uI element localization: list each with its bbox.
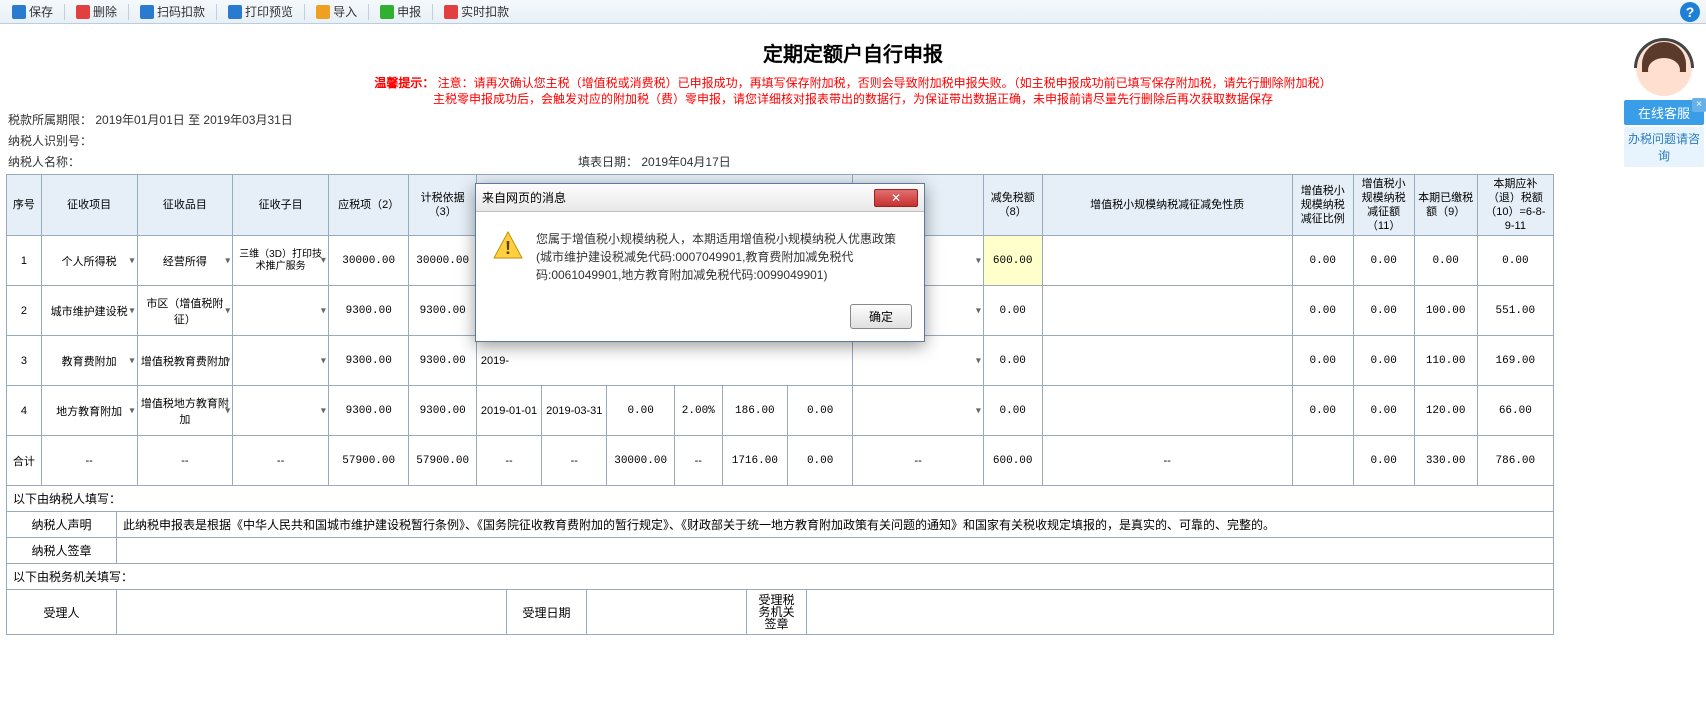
- scan-pay-button[interactable]: 扫码扣款: [134, 1, 211, 22]
- pin-select[interactable]: 增值税地方教育附加: [137, 386, 233, 436]
- period-value: 2019年01月01日 至 2019年03月31日: [95, 113, 292, 127]
- qr-icon: [140, 5, 154, 19]
- nature-select[interactable]: [853, 336, 984, 386]
- online-service-button[interactable]: 在线客服 ×: [1624, 100, 1704, 125]
- taxpayer-id-row: 纳税人识别号：: [8, 132, 1700, 149]
- print-icon: [228, 5, 242, 19]
- help-icon[interactable]: ?: [1680, 2, 1700, 22]
- handle-org-label: 受理税务机关签章: [747, 590, 807, 635]
- import-button[interactable]: 导入: [310, 1, 363, 22]
- declaration-table: 纳税人声明 此纳税申报表是根据《中华人民共和国城市维护建设税暂行条例》、《国务院…: [6, 512, 1554, 564]
- table-row: 4 地方教育附加 增值税地方教育附加 9300.00 9300.00 2019-…: [7, 386, 1554, 436]
- toolbar: 保存 删除 扫码扣款 打印预览 导入 申报 实时扣款 ?: [0, 0, 1706, 24]
- svg-text:!: !: [505, 238, 511, 258]
- decl-text: 此纳税申报表是根据《中华人民共和国城市维护建设税暂行条例》、《国务院征收教育费附…: [117, 512, 1554, 538]
- pin-select[interactable]: 经营所得: [137, 236, 233, 286]
- dialog-close-button[interactable]: ✕: [874, 189, 918, 207]
- dialog-titlebar: 来自网页的消息 ✕: [476, 184, 924, 212]
- warning-line1: 注意：请再次确认您主税（增值税或消费税）已申报成功，再填写保存附加税，否则会导致…: [438, 76, 1332, 90]
- nature-select[interactable]: [853, 386, 984, 436]
- realtime-pay-button[interactable]: 实时扣款: [438, 1, 515, 22]
- taxpayer-name-row: 纳税人名称： 填表日期： 2019年04月17日 金: [8, 153, 1700, 170]
- sub-select[interactable]: 三维（3D）打印技术推广服务: [233, 236, 329, 286]
- delete-icon: [76, 5, 90, 19]
- warning-line2: 主税零申报成功后，会触发对应的附加税（费）零申报，请您详细核对报表带出的数据行，…: [433, 92, 1273, 106]
- declare-button[interactable]: 申报: [374, 1, 427, 22]
- sub-select[interactable]: [233, 386, 329, 436]
- assistant-widget: 在线客服 × 办税问题请咨询: [1624, 40, 1704, 167]
- pin-select[interactable]: 增值税教育费附加: [137, 336, 233, 386]
- table-total-row: 合计 -- -- -- 57900.00 57900.00 -- -- 3000…: [7, 436, 1554, 486]
- col-no: 序号: [7, 175, 42, 236]
- filler-section: 以下由纳税人填写：: [6, 486, 1554, 512]
- sub-select[interactable]: [233, 336, 329, 386]
- dialog-ok-button[interactable]: 确定: [850, 304, 912, 329]
- col-4: 应税项（2）: [328, 175, 409, 236]
- decl-label: 纳税人声明: [7, 512, 117, 538]
- col-13: 本期应补（退）税额（10）=6-8-9-11: [1477, 175, 1553, 236]
- alert-dialog: 来自网页的消息 ✕ ! 您属于增值税小规模纳税人，本期适用增值税小规模纳税人优惠…: [475, 183, 925, 342]
- assistant-tip[interactable]: 办税问题请咨询: [1624, 127, 1704, 167]
- sub-select[interactable]: [233, 286, 329, 336]
- col-10: 增值税小规模纳税减征比例: [1292, 175, 1353, 236]
- col-8: 减免税额（8）: [983, 175, 1042, 236]
- col-11: 增值税小规模纳税减征额（11）: [1353, 175, 1414, 236]
- col-pin: 征收品目: [137, 175, 233, 236]
- sign-label: 纳税人签章: [7, 538, 117, 564]
- period-row: 税款所属期限： 2019年01月01日 至 2019年03月31日: [8, 111, 1700, 128]
- col-5: 计税依据（3）: [409, 175, 476, 236]
- save-button[interactable]: 保存: [6, 1, 59, 22]
- pay-icon: [444, 5, 458, 19]
- print-preview-button[interactable]: 打印预览: [222, 1, 299, 22]
- handler-table: 受理人 受理日期 受理税务机关签章: [6, 590, 1554, 635]
- dialog-title: 来自网页的消息: [482, 189, 566, 206]
- save-icon: [12, 5, 26, 19]
- col-9: 增值税小规模纳税减征减免性质: [1042, 175, 1292, 236]
- period-label: 税款所属期限：: [8, 113, 92, 127]
- col-proj: 征收项目: [41, 175, 137, 236]
- assistant-avatar-icon: [1636, 40, 1692, 96]
- proj-select[interactable]: 教育费附加: [41, 336, 137, 386]
- warning-block: 温馨提示： 注意：请再次确认您主税（增值税或消费税）已申报成功，再填写保存附加税…: [6, 75, 1700, 107]
- pin-select[interactable]: 市区（增值税附征）: [137, 286, 233, 336]
- col-12: 本期已缴税额（9）: [1414, 175, 1477, 236]
- dialog-message: 您属于增值税小规模纳税人，本期适用增值税小规模纳税人优惠政策(城市维护建设税减免…: [536, 230, 908, 284]
- import-icon: [316, 5, 330, 19]
- warning-label: 温馨提示：: [374, 76, 434, 90]
- proj-select[interactable]: 城市维护建设税: [41, 286, 137, 336]
- org-filler-section: 以下由税务机关填写：: [6, 564, 1554, 590]
- table-row: 3 教育费附加 增值税教育费附加 9300.00 9300.00 2019- 0…: [7, 336, 1554, 386]
- fill-date-label: 填表日期：: [578, 155, 638, 169]
- handle-date-label: 受理日期: [507, 590, 587, 635]
- page-title: 定期定额户自行申报: [6, 38, 1700, 67]
- check-icon: [380, 5, 394, 19]
- close-icon[interactable]: ×: [1692, 98, 1706, 112]
- col-sub: 征收子目: [233, 175, 329, 236]
- delete-button[interactable]: 删除: [70, 1, 123, 22]
- proj-select[interactable]: 地方教育附加: [41, 386, 137, 436]
- warning-icon: !: [492, 230, 524, 262]
- handler-label: 受理人: [7, 590, 117, 635]
- fill-date-value: 2019年04月17日: [641, 155, 730, 169]
- proj-select[interactable]: 个人所得税: [41, 236, 137, 286]
